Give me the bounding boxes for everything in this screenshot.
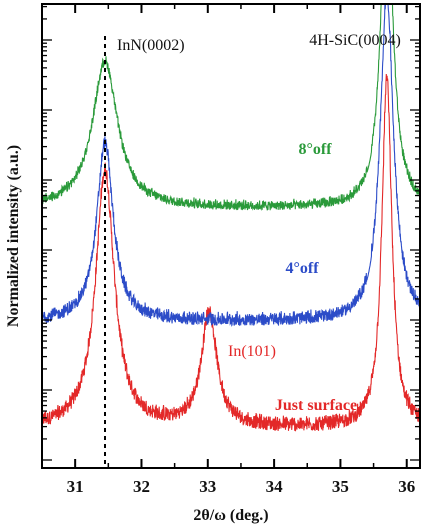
x-tick-label: 33	[199, 477, 216, 496]
x-axis-title: 2θ/ω (deg.)	[193, 507, 268, 524]
y-axis-title: Normalized intensity (a.u.)	[5, 145, 22, 327]
x-axis-ticks: 31 32 33 34 35 36	[41, 4, 415, 496]
series-line-0	[41, 3, 421, 211]
x-tick-label: 35	[332, 477, 349, 496]
in101-peak-label: In(101)	[228, 343, 276, 360]
series-line-1	[41, 3, 421, 327]
x-tick-label: 36	[398, 477, 415, 496]
series-label-8off: 8°off	[298, 141, 332, 158]
series-label-just-surface: Just surface	[275, 397, 357, 414]
sic-peak-annotation: 4H-SiC(0004)	[309, 32, 401, 49]
inn-peak-annotation: InN(0002)	[117, 37, 185, 54]
series-label-4off: 4°off	[285, 260, 319, 277]
y-minor-ticks	[42, 5, 420, 461]
x-tick-label: 31	[67, 477, 84, 496]
series-line-2	[41, 73, 421, 432]
x-tick-label: 32	[133, 477, 150, 496]
plot-frame	[41, 3, 421, 469]
series-layer	[41, 3, 421, 432]
x-tick-label: 34	[266, 477, 284, 496]
